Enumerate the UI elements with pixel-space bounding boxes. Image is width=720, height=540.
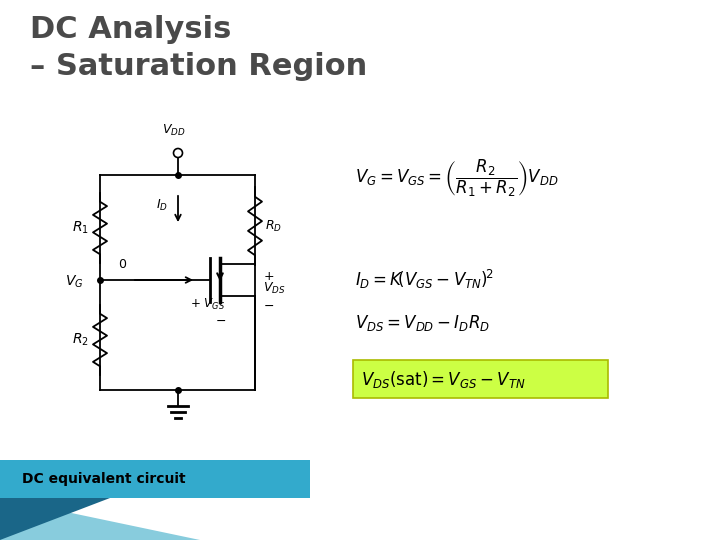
Text: DC equivalent circuit: DC equivalent circuit bbox=[22, 472, 186, 486]
Text: $-$: $-$ bbox=[263, 299, 274, 312]
Text: DC Analysis: DC Analysis bbox=[30, 15, 231, 44]
Text: $R_D$: $R_D$ bbox=[265, 219, 282, 233]
Text: $V_G = V_{GS} = \left(\dfrac{R_2}{R_1 + R_2}\right)V_{DD}$: $V_G = V_{GS} = \left(\dfrac{R_2}{R_1 + … bbox=[355, 158, 559, 199]
Bar bbox=[353, 360, 608, 398]
Text: $R_2$: $R_2$ bbox=[72, 332, 89, 348]
Text: $+$: $+$ bbox=[263, 271, 274, 284]
Polygon shape bbox=[0, 498, 200, 540]
Text: $V_{DD}$: $V_{DD}$ bbox=[162, 123, 186, 138]
Text: $-$: $-$ bbox=[215, 314, 226, 327]
Text: $I_D = K\!\left(V_{GS} - V_{TN}\right)^{\!2}$: $I_D = K\!\left(V_{GS} - V_{TN}\right)^{… bbox=[355, 268, 494, 291]
Text: $0$: $0$ bbox=[118, 259, 127, 272]
Text: $+\ V_{GS}$: $+\ V_{GS}$ bbox=[190, 296, 225, 312]
Text: $R_1$: $R_1$ bbox=[72, 220, 89, 236]
Polygon shape bbox=[0, 498, 110, 540]
Bar bbox=[0, 460, 310, 498]
Text: $V_{DS}(\mathrm{sat}) = V_{GS} - V_{TN}$: $V_{DS}(\mathrm{sat}) = V_{GS} - V_{TN}$ bbox=[361, 368, 526, 389]
Text: $V_G$: $V_G$ bbox=[65, 274, 84, 290]
Text: – Saturation Region: – Saturation Region bbox=[30, 52, 367, 81]
Text: $I_D$: $I_D$ bbox=[156, 198, 168, 213]
Text: $V_{DS} = V_{DD} - I_D R_D$: $V_{DS} = V_{DD} - I_D R_D$ bbox=[355, 313, 490, 333]
Text: $V_{DS}$: $V_{DS}$ bbox=[263, 280, 286, 295]
